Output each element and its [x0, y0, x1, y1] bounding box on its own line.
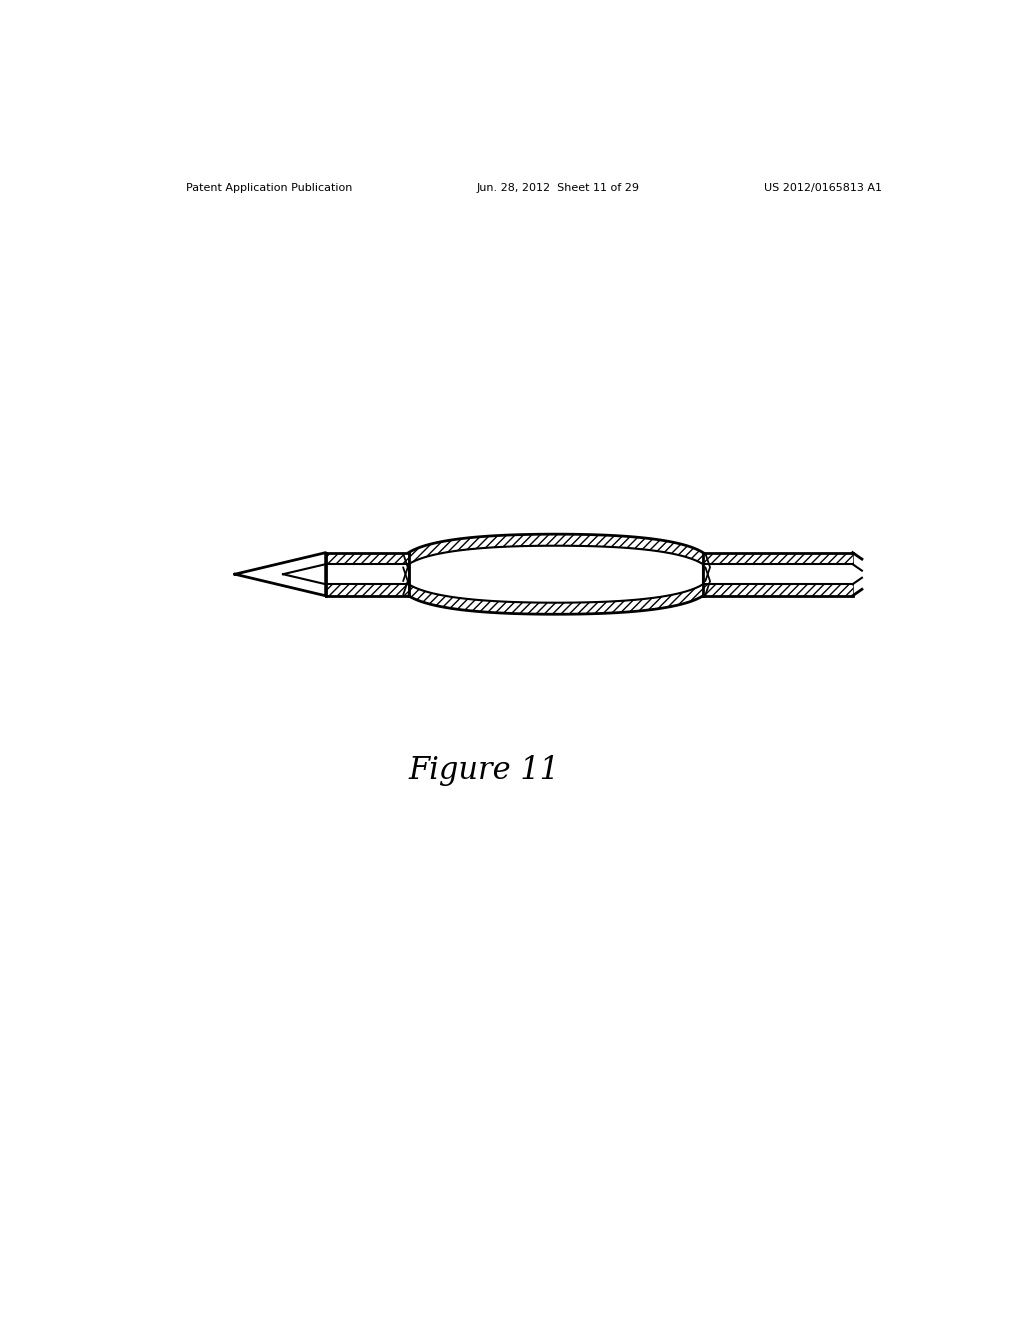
Text: US 2012/0165813 A1: US 2012/0165813 A1: [764, 183, 882, 193]
Text: Patent Application Publication: Patent Application Publication: [186, 183, 352, 193]
Text: Figure 11: Figure 11: [409, 755, 560, 785]
Text: Jun. 28, 2012  Sheet 11 of 29: Jun. 28, 2012 Sheet 11 of 29: [477, 183, 640, 193]
